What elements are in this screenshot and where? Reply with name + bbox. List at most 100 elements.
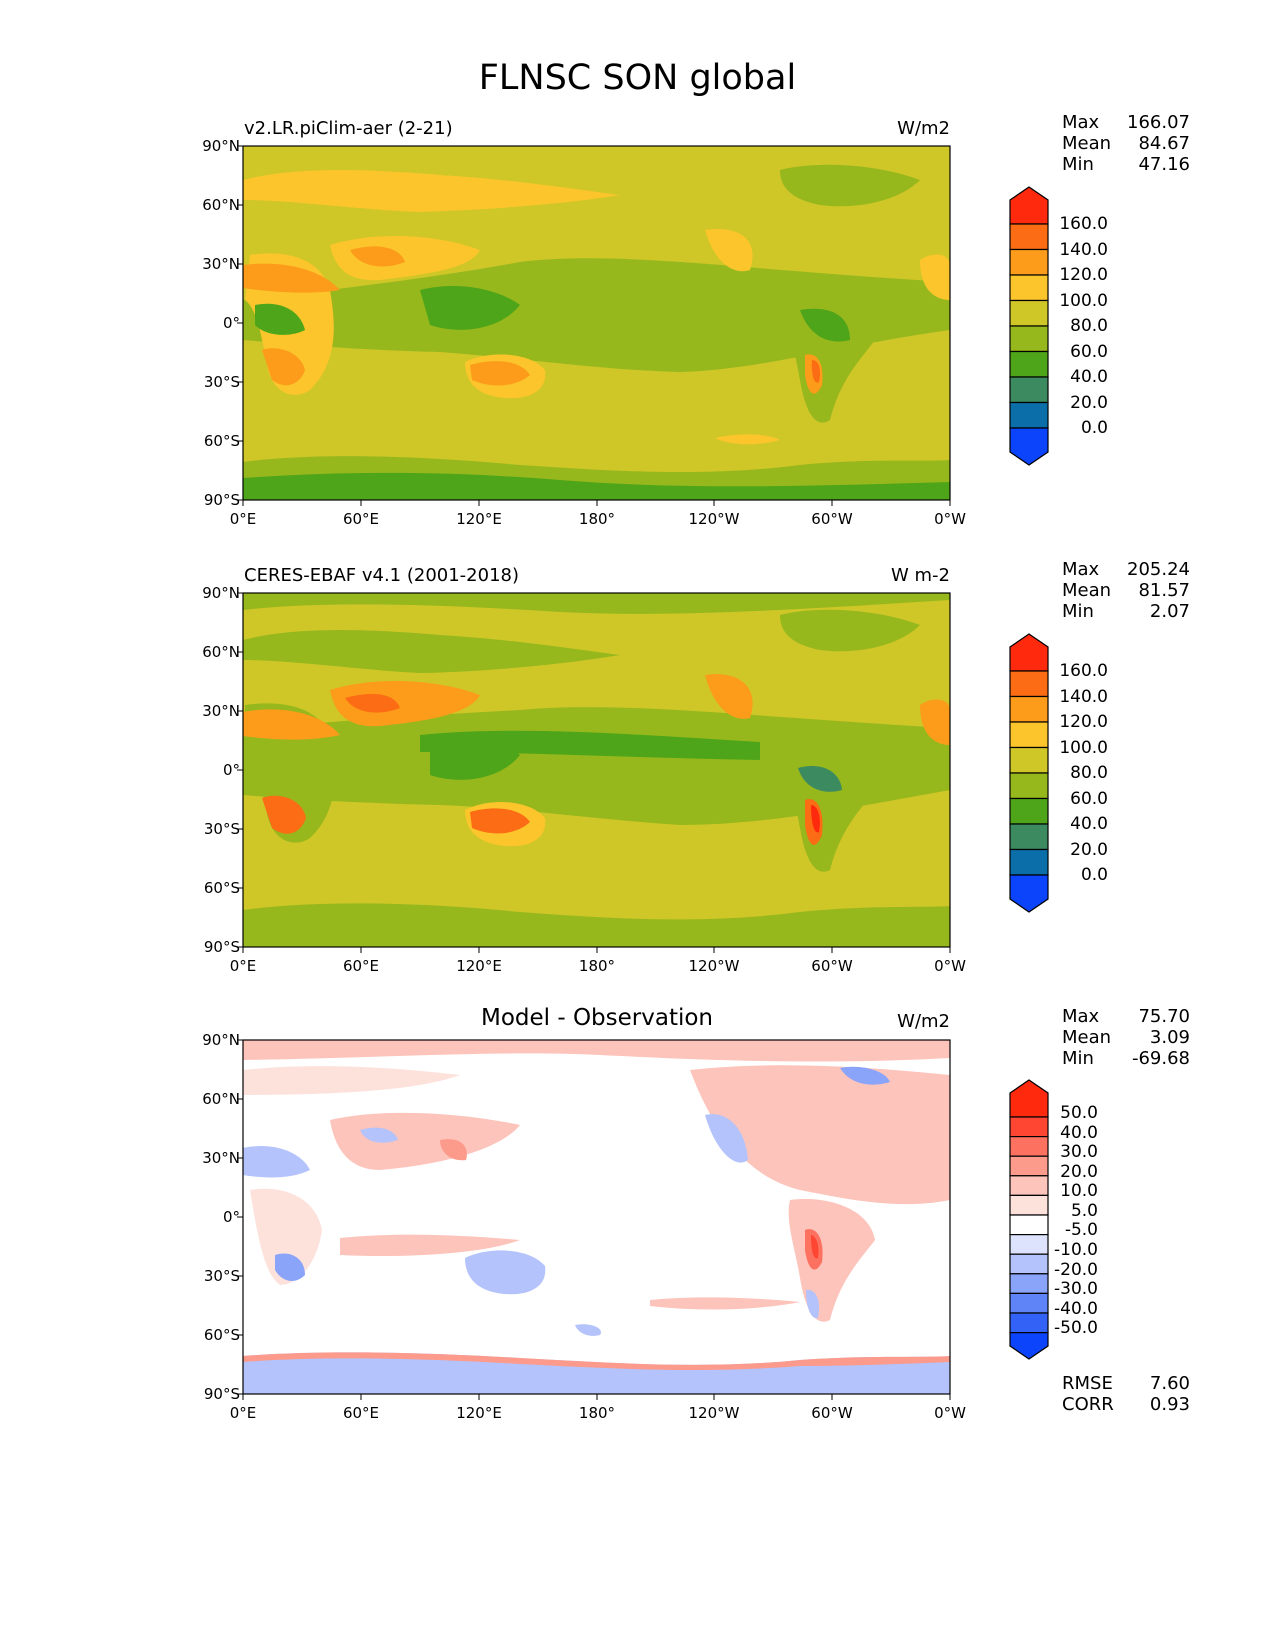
panel-2-min-value: 2.07	[1149, 601, 1190, 622]
map1-antarctica	[243, 456, 950, 500]
map1-africa	[245, 253, 334, 395]
panel-1-lat-tick: 30°S	[203, 373, 240, 391]
panel-3-cb-label: -10.0	[1054, 1240, 1098, 1260]
panel-2-lat-tick: 60°S	[203, 879, 240, 897]
panel-3-max-label: Max	[1062, 1006, 1100, 1027]
panel-3-min-value: -69.68	[1131, 1048, 1190, 1069]
panel-2-mean-label: Mean	[1062, 580, 1112, 601]
panel-2-cb-label: 140.0	[1059, 687, 1108, 707]
panel-2-cb-label: 60.0	[1070, 789, 1108, 809]
panel-3-cb-label: -40.0	[1054, 1299, 1098, 1319]
panel-1-lat-tick: 0°	[222, 314, 240, 332]
panel-3-cb-label: 10.0	[1060, 1181, 1098, 1201]
map1-australia	[465, 354, 546, 399]
panel-3-lat-tick: 0°	[222, 1208, 240, 1226]
panel-1-cb-label: 40.0	[1070, 367, 1108, 387]
panel-2-lon-tick: 180°	[578, 957, 616, 975]
panel-3-cb-label: 5.0	[1070, 1201, 1098, 1221]
panel-2-cb-label: 0.0	[1080, 865, 1108, 885]
panel-1-min-value: 47.16	[1138, 154, 1190, 175]
panel-2-cb-label: 80.0	[1070, 763, 1108, 783]
panel-3-min-label: Min	[1062, 1048, 1094, 1069]
panel-3-title: Model - Observation	[480, 1005, 714, 1031]
panel-1-lon-tick: 0°W	[934, 510, 966, 528]
panel-2-lon-tick: 120°W	[688, 957, 740, 975]
panel-3-mean-label: Mean	[1062, 1027, 1112, 1048]
panel-3-lon-tick: 120°E	[456, 1404, 502, 1422]
figure-title: FLNSC SON global	[478, 58, 797, 98]
panel-3-lat-tick: 60°N	[202, 1090, 240, 1108]
panel-3-units: W/m2	[897, 1011, 950, 1032]
panel-3-lat-tick: 90°N	[202, 1031, 240, 1049]
panel-1-lat-tick: 60°S	[203, 432, 240, 450]
map1-asia	[330, 235, 480, 281]
panel-1-label: v2.LR.piClim-aer (2-21)	[244, 118, 453, 139]
panel-3-rmse-label: RMSE	[1062, 1373, 1113, 1394]
panel-3-lon-tick: 0°E	[229, 1404, 257, 1422]
panel-1-lon-tick: 180°	[578, 510, 616, 528]
panel-3-corr-label: CORR	[1062, 1394, 1114, 1415]
panel-3-lat-tick: 30°N	[202, 1149, 240, 1167]
panel-1-min-label: Min	[1062, 154, 1094, 175]
panel-1-mean-value: 84.67	[1138, 133, 1190, 154]
panel-3-lon-tick: 0°W	[934, 1404, 966, 1422]
panel-2-units: W m-2	[890, 565, 950, 586]
panel-1-cb-label: 20.0	[1070, 393, 1108, 413]
map2-tropics	[243, 707, 950, 825]
panel-3-cb-label: -30.0	[1054, 1279, 1098, 1299]
panel-3-lon-tick: 120°W	[688, 1404, 740, 1422]
map1-ocean	[243, 146, 950, 500]
panel-2-min-label: Min	[1062, 601, 1094, 622]
panel-2-lat-tick: 60°N	[202, 643, 240, 661]
panel-2-lat-tick: 90°N	[202, 584, 240, 602]
panel-3-cb-label: 40.0	[1060, 1123, 1098, 1143]
panel-1-max-value: 166.07	[1127, 112, 1190, 133]
panel-1-cb-label: 160.0	[1059, 214, 1108, 234]
panel-1-cb-label: 0.0	[1080, 418, 1108, 438]
map1-tropics	[243, 258, 950, 372]
panel-2-cb-label: 40.0	[1070, 814, 1108, 834]
panel-1-mean-label: Mean	[1062, 133, 1112, 154]
panel-2-max-value: 205.24	[1127, 559, 1190, 580]
panel-2-cb-label: 160.0	[1059, 661, 1108, 681]
panel-1-lon-tick: 120°W	[688, 510, 740, 528]
map1-north-america	[705, 229, 753, 272]
map1-south-america	[788, 299, 875, 423]
panel-1-lon-tick: 60°W	[811, 510, 853, 528]
panel-1-cb-label: 140.0	[1059, 240, 1108, 260]
panel-3-cb-label: 30.0	[1060, 1142, 1098, 1162]
panel-1-cb-label: 60.0	[1070, 342, 1108, 362]
panel-3-cb-label: 20.0	[1060, 1162, 1098, 1182]
panel-1-lon-tick: 120°E	[456, 510, 502, 528]
panel-2-lon-tick: 0°E	[229, 957, 257, 975]
panel-3-lat-tick: 60°S	[203, 1326, 240, 1344]
panel-2-cb-label: 120.0	[1059, 712, 1108, 732]
panel-1-units: W/m2	[897, 118, 950, 139]
panel-3-rmse-value: 7.60	[1149, 1373, 1190, 1394]
panel-3-mean-value: 3.09	[1149, 1027, 1190, 1048]
panel-3-cb-label: 50.0	[1060, 1103, 1098, 1123]
panel-3-lat-tick: 30°S	[203, 1267, 240, 1285]
panel-2-mean-value: 81.57	[1138, 580, 1190, 601]
panel-2-lat-tick: 0°	[222, 761, 240, 779]
panel-1-lat-tick: 90°S	[203, 491, 240, 509]
panel-2-lat-tick: 90°S	[203, 938, 240, 956]
panel-1-lon-tick: 60°E	[342, 510, 380, 528]
panel-3-cb-label: -50.0	[1054, 1318, 1098, 1338]
panel-1-lat-tick: 30°N	[202, 255, 240, 273]
panel-1-max-label: Max	[1062, 112, 1100, 133]
panel-2-lat-tick: 30°S	[203, 820, 240, 838]
panel-3-cb-label: -20.0	[1054, 1260, 1098, 1280]
panel-1-cb-label: 120.0	[1059, 265, 1108, 285]
panel-3-corr-value: 0.93	[1149, 1394, 1190, 1415]
panel-3-lon-tick: 180°	[578, 1404, 616, 1422]
panel-1-cb-label: 100.0	[1059, 291, 1108, 311]
panel-2-label: CERES-EBAF v4.1 (2001-2018)	[244, 565, 520, 586]
panel-3-cb-label: -5.0	[1064, 1220, 1098, 1240]
panel-2-cb-label: 100.0	[1059, 738, 1108, 758]
panel-1-lat-tick: 60°N	[202, 196, 240, 214]
panel-1-lon-tick: 0°E	[229, 510, 257, 528]
panel-2-lat-tick: 30°N	[202, 702, 240, 720]
panel-2-lon-tick: 60°E	[342, 957, 380, 975]
panel-3-max-value: 75.70	[1138, 1006, 1190, 1027]
